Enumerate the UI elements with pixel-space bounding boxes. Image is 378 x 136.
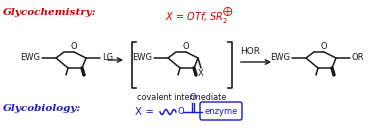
Text: EWG: EWG: [132, 53, 152, 63]
Text: O: O: [71, 42, 77, 51]
Text: HOR: HOR: [240, 47, 260, 56]
Text: covalent intermediate: covalent intermediate: [137, 93, 227, 102]
Text: Glycobiology:: Glycobiology:: [3, 104, 81, 113]
Text: enzyme: enzyme: [204, 107, 238, 117]
Text: EWG: EWG: [20, 53, 40, 63]
Text: LG: LG: [102, 53, 113, 63]
FancyBboxPatch shape: [200, 102, 242, 120]
Text: O: O: [183, 42, 189, 51]
Text: X: X: [198, 69, 204, 78]
Text: EWG: EWG: [270, 53, 290, 63]
Text: O: O: [178, 107, 184, 117]
Text: X =: X =: [135, 107, 154, 117]
Text: O: O: [321, 42, 327, 51]
Text: Glycochemistry:: Glycochemistry:: [3, 8, 97, 17]
Text: OR: OR: [352, 53, 364, 63]
Text: X = OTf, SR$_2^{\bigoplus}$: X = OTf, SR$_2^{\bigoplus}$: [166, 5, 234, 26]
Text: O: O: [190, 93, 196, 102]
